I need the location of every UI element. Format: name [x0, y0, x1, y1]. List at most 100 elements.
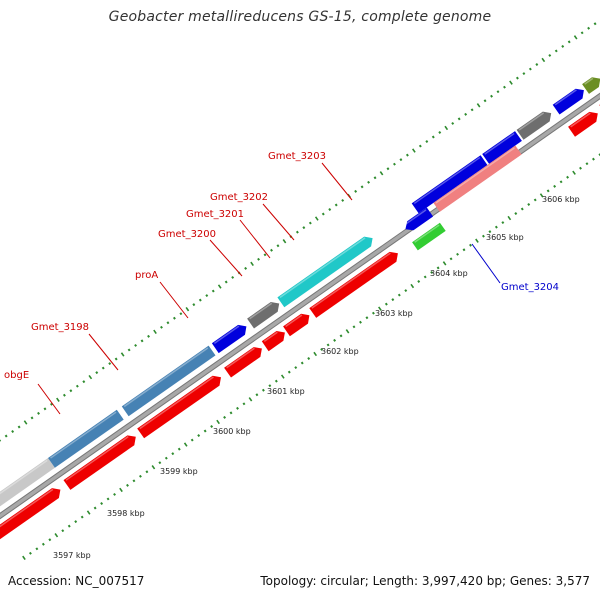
tick-mark-outer — [412, 148, 416, 153]
feature-arrow[interactable] — [277, 236, 373, 308]
tick-mark-inner — [74, 520, 78, 524]
feature-highlight — [65, 435, 129, 481]
tick-mark-outer — [295, 230, 299, 234]
tick-mark-inner — [352, 325, 356, 329]
tick-mark-outer — [503, 85, 506, 89]
tick-mark-inner — [384, 302, 388, 306]
tick-mark-inner — [520, 207, 524, 211]
tick-mark-inner — [345, 329, 350, 334]
tick-mark-outer — [457, 117, 461, 121]
tick-mark-inner — [501, 221, 505, 225]
gene-label[interactable]: Gmet_3200 — [158, 229, 216, 240]
scale-label: 3598 kbp — [107, 509, 145, 518]
feature-arrow[interactable] — [0, 488, 61, 543]
tick-mark-outer — [496, 90, 500, 94]
gene-labels: obgE Gmet_3198 proA Gmet_3200 Gmet_3201 Gmet_… — [4, 151, 559, 415]
feature-highlight — [584, 77, 594, 85]
tick-mark-inner — [48, 538, 52, 542]
tick-mark-outer — [257, 257, 261, 261]
tick-mark-inner — [93, 506, 97, 510]
feature-arrow[interactable] — [405, 207, 434, 231]
feature-arrow[interactable] — [412, 222, 446, 251]
tick-mark-inner — [280, 374, 285, 379]
tick-mark-outer — [231, 275, 235, 279]
feature-arrow[interactable] — [568, 111, 598, 137]
tick-mark-inner — [22, 555, 26, 561]
tick-mark-outer — [101, 366, 105, 370]
gene-label[interactable]: Gmet_3204 — [501, 282, 559, 293]
tick-mark-inner — [371, 311, 375, 315]
gene-leader-line — [209, 239, 243, 277]
tick-mark-inner — [469, 243, 472, 247]
tick-mark-outer — [328, 208, 332, 211]
tick-mark-inner — [255, 393, 259, 397]
feature-arrow[interactable] — [433, 145, 522, 212]
feature-arrow[interactable] — [121, 345, 216, 417]
tick-mark-inner — [592, 157, 595, 161]
feature-arrow[interactable] — [309, 251, 398, 318]
tick-mark-inner — [223, 415, 227, 419]
feature-track — [0, 77, 600, 543]
gene-label[interactable]: Gmet_3202 — [210, 192, 268, 203]
feature-arrow[interactable] — [247, 302, 280, 329]
feature-highlight — [570, 112, 591, 128]
gene-label[interactable]: Gmet_3201 — [186, 209, 244, 220]
tick-mark-inner — [132, 479, 136, 483]
tick-mark-inner — [378, 306, 382, 311]
tick-mark-outer — [217, 284, 222, 289]
tick-mark-outer — [451, 121, 455, 125]
feature-arrow[interactable] — [411, 155, 488, 214]
tick-mark-outer — [127, 348, 131, 352]
feature-arrow[interactable] — [137, 375, 221, 439]
feature-arrow[interactable] — [48, 409, 124, 468]
tick-mark-outer — [75, 384, 79, 388]
tick-mark-inner — [539, 193, 544, 198]
tick-mark-inner — [417, 280, 421, 283]
feature-highlight — [518, 112, 545, 131]
tick-mark-inner — [533, 198, 537, 202]
feature-arrow[interactable] — [516, 111, 552, 140]
tick-mark-inner — [41, 542, 45, 546]
tick-mark-outer — [160, 325, 163, 329]
gene-label[interactable]: Gmet_3203 — [268, 151, 326, 162]
tick-mark-outer — [276, 244, 280, 248]
feature-highlight — [263, 331, 278, 343]
tick-mark-inner — [80, 515, 84, 519]
tick-mark-outer — [205, 294, 209, 298]
tick-mark-inner — [274, 379, 278, 383]
tick-mark-outer — [490, 94, 493, 98]
tick-mark-outer — [393, 162, 396, 166]
tick-mark-inner — [229, 411, 233, 415]
tick-mark-inner — [35, 547, 39, 551]
tick-mark-outer — [522, 72, 526, 76]
feature-highlight — [50, 411, 117, 459]
tick-mark-inner — [307, 357, 311, 360]
gene-leader-line — [321, 162, 353, 201]
feature-arrow[interactable] — [552, 88, 584, 115]
feature-arrow[interactable] — [482, 131, 522, 164]
feature-arrow[interactable] — [261, 331, 285, 352]
feature-arrow[interactable] — [0, 458, 55, 508]
tick-mark-outer — [88, 374, 93, 380]
tick-mark-inner — [585, 162, 589, 166]
tick-mark-inner — [553, 184, 557, 188]
tick-mark-inner — [294, 366, 298, 370]
feature-arrow[interactable] — [211, 324, 247, 354]
tick-mark-outer — [476, 103, 481, 108]
gene-label[interactable]: Gmet_3198 — [31, 322, 89, 333]
feature-arrow[interactable] — [63, 435, 136, 490]
tick-mark-outer — [82, 380, 86, 384]
tick-mark-outer — [50, 402, 53, 406]
feature-highlight — [279, 237, 366, 299]
tick-mark-outer — [179, 312, 183, 316]
tick-mark-inner — [171, 452, 175, 456]
feature-arrow[interactable] — [582, 77, 600, 94]
tick-mark-inner — [566, 175, 570, 179]
feature-arrow[interactable] — [283, 313, 310, 337]
tick-mark-outer — [172, 316, 176, 320]
feature-arrow[interactable] — [224, 347, 262, 378]
gene-label[interactable]: obgE — [4, 370, 29, 381]
tick-mark-outer — [567, 40, 571, 44]
tick-mark-outer — [399, 158, 403, 162]
gene-label[interactable]: proA — [135, 270, 158, 281]
